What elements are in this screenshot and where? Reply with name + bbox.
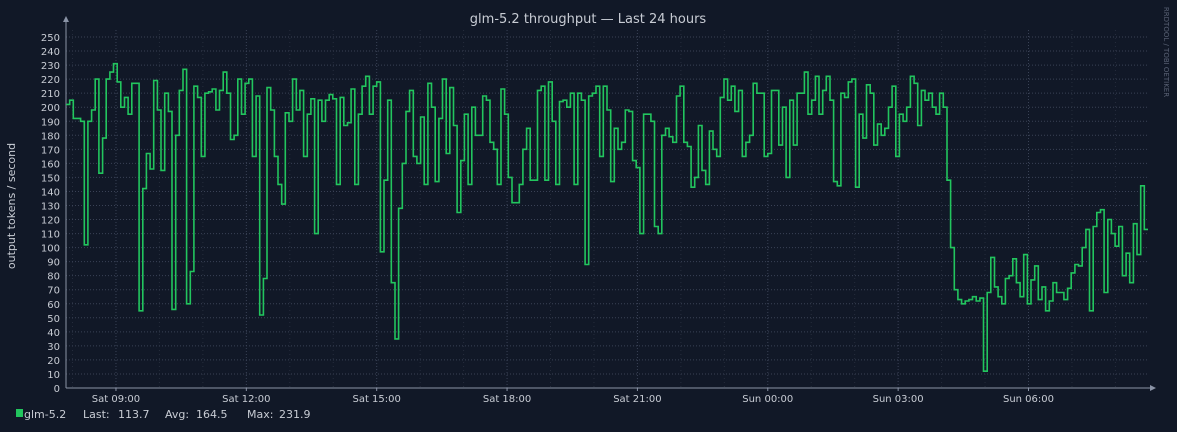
y-tick-label: 150 bbox=[41, 173, 60, 184]
chart-title: glm-5.2 throughput — Last 24 hours bbox=[470, 12, 707, 27]
y-tick-label: 160 bbox=[41, 159, 60, 170]
y-tick-label: 30 bbox=[47, 342, 60, 353]
y-tick-label: 230 bbox=[41, 61, 60, 72]
x-tick-label: Sat 18:00 bbox=[483, 394, 531, 405]
y-tick-label: 0 bbox=[54, 384, 60, 395]
x-axis-arrow bbox=[1150, 385, 1156, 391]
x-tick-label: Sat 21:00 bbox=[613, 394, 661, 405]
watermark: RRDTOOL / TOBI OETIKER bbox=[1162, 7, 1170, 97]
legend-avg-value: 164.5 bbox=[196, 408, 228, 421]
y-tick-label: 210 bbox=[41, 89, 60, 100]
x-tick-label: Sat 09:00 bbox=[92, 394, 140, 405]
x-tick-label: Sun 00:00 bbox=[742, 394, 793, 405]
y-tick-label: 170 bbox=[41, 145, 60, 156]
y-tick-label: 220 bbox=[41, 75, 60, 86]
legend: glm-5.2 Last: 113.7 Avg: 164.5 Max: 231.… bbox=[16, 408, 311, 421]
legend-max-label: Max: bbox=[247, 408, 273, 421]
x-tick-label: Sat 12:00 bbox=[222, 394, 270, 405]
y-tick-label: 20 bbox=[47, 356, 60, 367]
y-tick-label: 140 bbox=[41, 187, 60, 198]
legend-last-value: 113.7 bbox=[118, 408, 150, 421]
y-axis-arrow bbox=[63, 16, 69, 22]
y-tick-label: 240 bbox=[41, 47, 60, 58]
series-group bbox=[66, 62, 1148, 372]
legend-avg-label: Avg: bbox=[165, 408, 189, 421]
y-tick-labels: 0 10 20 30 40 50 60 70 80 90 100 110 120 130 140 150 160… bbox=[41, 33, 60, 395]
y-tick-label: 100 bbox=[41, 244, 60, 255]
x-tick-label: Sun 06:00 bbox=[1003, 394, 1054, 405]
y-tick-label: 40 bbox=[47, 328, 60, 339]
y-tick-label: 180 bbox=[41, 131, 60, 142]
x-tick-labels: Sat 09:00 Sat 12:00 Sat 15:00 Sat 18:00 Sat … bbox=[92, 394, 1054, 405]
y-tick-label: 130 bbox=[41, 201, 60, 212]
y-tick-label: 80 bbox=[47, 272, 60, 283]
y-tick-label: 200 bbox=[41, 103, 60, 114]
y-tick-label: 10 bbox=[47, 370, 60, 381]
x-tick-label: Sun 03:00 bbox=[873, 394, 924, 405]
y-tick-label: 110 bbox=[41, 230, 60, 241]
legend-last-label: Last: bbox=[83, 408, 110, 421]
y-tick-label: 120 bbox=[41, 216, 60, 227]
legend-series-name: glm-5.2 bbox=[24, 408, 66, 421]
series-line-glm-5-2 bbox=[66, 62, 1148, 372]
legend-swatch bbox=[16, 409, 23, 417]
y-tick-label: 60 bbox=[47, 300, 60, 311]
y-axis-label: output tokens / second bbox=[5, 143, 18, 269]
y-tick-label: 190 bbox=[41, 117, 60, 128]
y-tick-label: 90 bbox=[47, 258, 60, 269]
legend-max-value: 231.9 bbox=[279, 408, 311, 421]
axes bbox=[63, 16, 1156, 391]
x-tick-label: Sat 15:00 bbox=[352, 394, 400, 405]
y-tick-label: 70 bbox=[47, 286, 60, 297]
y-tick-label: 250 bbox=[41, 33, 60, 44]
y-tick-label: 50 bbox=[47, 314, 60, 325]
